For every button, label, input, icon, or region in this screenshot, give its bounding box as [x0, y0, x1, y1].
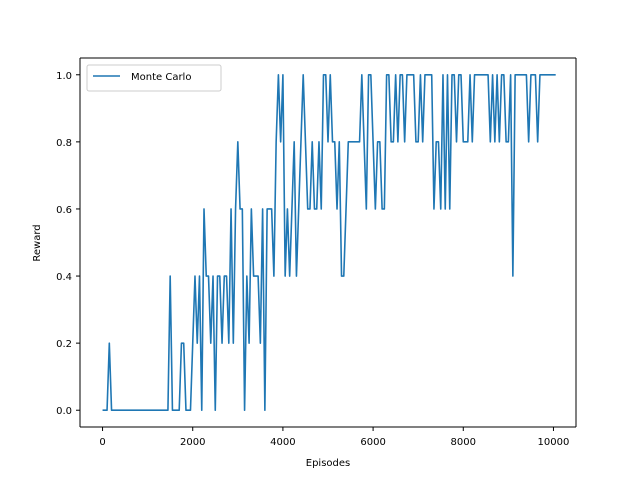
x-tick-label: 6000	[360, 437, 385, 448]
y-axis-ticks: 0.0 0.2 0.4 0.6 0.8 1.0	[56, 71, 80, 417]
y-axis-label: Reward	[32, 224, 43, 261]
x-tick-label: 8000	[451, 437, 476, 448]
x-tick-label: 4000	[270, 437, 295, 448]
legend-box	[86, 64, 222, 92]
legend-label-monte-carlo: Monte Carlo	[131, 72, 191, 83]
y-tick-label: 0.6	[56, 205, 72, 216]
x-tick-label: 10000	[538, 437, 570, 448]
y-tick-label: 1.0	[56, 71, 72, 82]
series-layer	[102, 73, 556, 412]
series-line-monte-carlo	[102, 73, 556, 412]
x-axis-ticks: 0 2000 4000 6000 8000 10000	[99, 427, 569, 448]
x-tick-label: 0	[99, 437, 105, 448]
y-tick-label: 0.4	[56, 272, 72, 283]
legend: Monte Carlo	[86, 64, 222, 92]
plot-frame	[79, 57, 577, 428]
y-tick-label: 0.0	[56, 406, 72, 417]
x-axis-label: Episodes	[306, 458, 350, 469]
y-tick-label: 0.2	[56, 339, 72, 350]
y-tick-label: 0.8	[56, 138, 72, 149]
x-tick-label: 2000	[180, 437, 205, 448]
